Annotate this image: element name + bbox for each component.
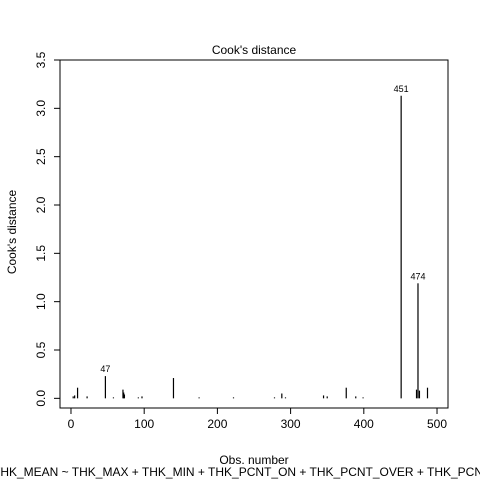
y-tick-label: 3.0 [34, 100, 48, 117]
x-axis-title: Obs. number [219, 453, 288, 467]
y-tick-label: 2.0 [34, 196, 48, 213]
y-axis-title: Cook's distance [5, 190, 19, 275]
y-tick-label: 1.5 [34, 245, 48, 262]
x-tick-label: 500 [427, 417, 447, 431]
x-tick-label: 0 [68, 417, 75, 431]
x-tick-label: 400 [354, 417, 374, 431]
point-label: 474 [410, 271, 425, 281]
model-formula: THK_MEAN ~ THK_MAX + THK_MIN + THK_PCNT_… [0, 465, 480, 479]
axis-ticks: 0 100 200 300 400 500 0.0 0.5 1.0 1.5 2.0 2.5 3.0 3.5 [34, 51, 447, 431]
y-tick-label: 0.0 [34, 390, 48, 407]
y-tick-label: 2.5 [34, 148, 48, 165]
x-tick-label: 300 [281, 417, 301, 431]
y-tick-label: 3.5 [34, 51, 48, 68]
x-tick-label: 200 [207, 417, 227, 431]
y-tick-label: 1.0 [34, 293, 48, 310]
point-labels: 47 451 474 [100, 84, 425, 374]
point-label: 47 [100, 364, 110, 374]
x-tick-label: 100 [134, 417, 154, 431]
y-tick-label: 0.5 [34, 341, 48, 358]
chart-title: Cook's distance [212, 43, 297, 57]
point-label: 451 [394, 84, 409, 94]
plot-frame [59, 59, 449, 409]
data-bars [72, 95, 429, 399]
